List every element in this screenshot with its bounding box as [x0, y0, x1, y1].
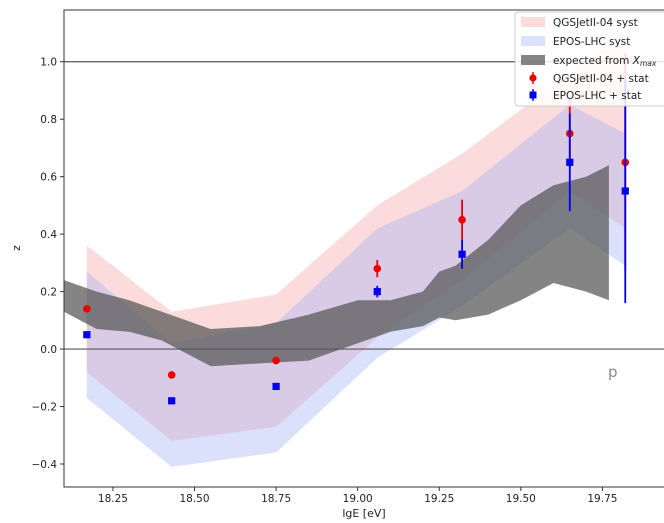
y-tick-label: −0.4 — [32, 459, 58, 471]
legend-frame — [514, 11, 664, 107]
point-epos-lhc-stat — [566, 158, 574, 166]
y-tick-label: 0.2 — [40, 287, 57, 299]
point-epos-lhc-stat — [168, 397, 176, 405]
legend: QGSJetII-04 syst EPOS-LHC syst expected … — [514, 11, 664, 107]
y-tick-label: 1.0 — [40, 57, 57, 69]
legend-label-expected-math: X — [632, 55, 641, 67]
legend-marker-epos — [529, 91, 537, 99]
y-tick-label: 0.4 — [40, 229, 57, 241]
point-epos-lhc-stat — [373, 288, 381, 296]
legend-label-qgsjet-stat: QGSJetII-04 + stat — [553, 73, 649, 85]
legend-swatch-qgsjet-syst — [521, 17, 545, 27]
legend-label-expected-xmax: expected from Xmax — [553, 55, 657, 68]
y-axis-label: z — [10, 245, 23, 251]
point-epos-lhc-stat — [272, 382, 280, 391]
x-tick-label: 19.00 — [343, 493, 373, 505]
point-epos-lhc-stat — [621, 187, 629, 195]
legend-label-expected-text: expected from — [553, 55, 633, 67]
x-tick-label: 19.25 — [424, 493, 454, 505]
point-qgsjetii-04-stat — [373, 264, 382, 273]
legend-label-epos-stat: EPOS-LHC + stat — [553, 90, 641, 102]
point-qgsjetii-04-stat — [458, 215, 466, 224]
y-tick-label: −0.2 — [32, 402, 58, 414]
y-tick-label: 0.0 — [40, 344, 57, 356]
point-qgsjetii-04-stat — [272, 356, 280, 365]
legend-marker-qgsjet — [529, 74, 537, 82]
band-epos-lhc-syst — [86, 104, 626, 467]
plot-frame — [63, 9, 664, 488]
x-axis-label: lgE [eV] — [342, 507, 385, 520]
x-tick-label: 18.50 — [179, 493, 209, 505]
legend-label-epos-syst: EPOS-LHC syst — [553, 36, 630, 48]
legend-swatch-expected-xmax — [521, 55, 545, 65]
legend-label-qgsjet-syst: QGSJetII-04 syst — [553, 17, 638, 29]
legend-label-expected-sub: max — [640, 59, 657, 68]
y-tick-label: 0.6 — [40, 172, 57, 184]
point-qgsjetii-04-stat — [83, 305, 91, 313]
band-expected-from-x-max — [64, 165, 609, 367]
annotation-p: p — [608, 363, 618, 381]
point-qgsjetii-04-stat — [167, 371, 176, 379]
y-tick-label: 0.8 — [40, 114, 57, 126]
point-epos-lhc-stat — [83, 331, 91, 339]
legend-swatch-epos-syst — [521, 36, 545, 46]
x-tick-label: 19.50 — [506, 493, 536, 505]
x-tick-label: 18.75 — [261, 493, 291, 505]
x-tick-label: 18.25 — [98, 493, 128, 505]
x-tick-label: 19.75 — [587, 493, 617, 505]
point-epos-lhc-stat — [458, 250, 466, 258]
